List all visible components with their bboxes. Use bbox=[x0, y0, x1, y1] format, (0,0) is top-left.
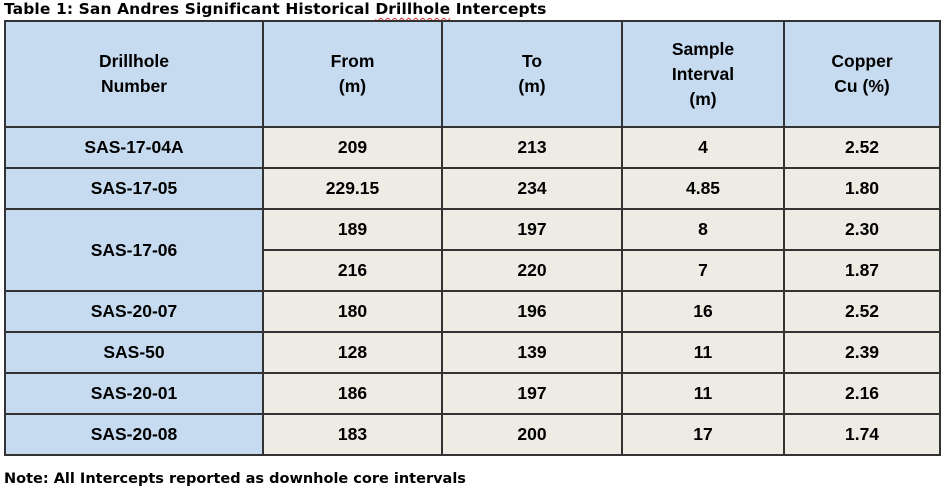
interval-cell: 8 bbox=[621, 208, 785, 251]
copper-cell: 2.52 bbox=[783, 126, 941, 169]
to-cell: 139 bbox=[441, 331, 623, 374]
column-header-line: (m) bbox=[689, 88, 717, 109]
from-cell: 186 bbox=[262, 372, 443, 415]
table-title-text: Table 1: San Andres Significant Historic… bbox=[4, 0, 376, 18]
column-header-line: Interval bbox=[671, 63, 735, 84]
interval-cell: 17 bbox=[621, 413, 785, 456]
table-row: SAS-50 128 139 11 2.39 bbox=[4, 331, 941, 374]
table-row: SAS-17-06 189 197 8 2.30 bbox=[4, 208, 941, 292]
table-title: Table 1: San Andres Significant Historic… bbox=[4, 0, 547, 19]
copper-cell: 2.30 bbox=[783, 208, 941, 251]
column-header-to: To (m) bbox=[441, 20, 623, 128]
drillhole-cell: SAS-17-04A bbox=[4, 126, 264, 169]
drillhole-cell: SAS-17-05 bbox=[4, 167, 264, 210]
header-row: Drillhole Number From (m) To (m) Sample … bbox=[4, 20, 941, 128]
table-row: 216 220 7 1.87 bbox=[5, 249, 941, 292]
column-header-line: Copper bbox=[831, 51, 893, 71]
column-header-line: Sample bbox=[671, 38, 735, 59]
to-cell: 197 bbox=[441, 208, 623, 251]
interval-cell: 16 bbox=[621, 290, 785, 333]
column-header-from: From (m) bbox=[262, 20, 443, 128]
table-row: SAS-20-01 186 197 11 2.16 bbox=[4, 372, 941, 415]
from-cell: 216 bbox=[262, 249, 443, 292]
from-cell: 128 bbox=[262, 331, 443, 374]
from-cell: 209 bbox=[262, 126, 443, 169]
column-header-drillhole-number: Drillhole Number bbox=[4, 20, 264, 128]
column-header-line: Number bbox=[100, 76, 168, 96]
to-cell: 200 bbox=[441, 413, 623, 456]
table-header: Drillhole Number From (m) To (m) Sample … bbox=[4, 20, 941, 128]
drillhole-cell: SAS-20-07 bbox=[4, 290, 264, 333]
interval-cell: 4.85 bbox=[621, 167, 785, 210]
column-header-line: (m) bbox=[338, 76, 367, 96]
to-cell: 213 bbox=[441, 126, 623, 169]
drillhole-cell: SAS-17-06 bbox=[4, 208, 264, 292]
copper-cell: 1.74 bbox=[783, 413, 941, 456]
to-cell: 234 bbox=[441, 167, 623, 210]
intercepts-table: Drillhole Number From (m) To (m) Sample … bbox=[4, 20, 941, 456]
to-cell: 196 bbox=[441, 290, 623, 333]
copper-cell: 1.87 bbox=[783, 249, 941, 292]
column-header-line: (m) bbox=[518, 76, 546, 96]
table-row: SAS-17-05 229.15 234 4.85 1.80 bbox=[4, 167, 941, 210]
column-header-line: From bbox=[330, 51, 375, 71]
drillhole-cell: SAS-50 bbox=[4, 331, 264, 374]
table-row: SAS-20-07 180 196 16 2.52 bbox=[4, 290, 941, 333]
table-body: SAS-17-04A 209 213 4 2.52 SAS-17-05 229.… bbox=[4, 126, 941, 456]
column-header-line: To bbox=[521, 51, 543, 71]
to-cell: 220 bbox=[441, 249, 623, 292]
interval-cell: 11 bbox=[621, 331, 785, 374]
interval-cell: 7 bbox=[621, 249, 785, 292]
column-header-copper: Copper Cu (%) bbox=[783, 20, 941, 128]
table-title-flagged-word: Drillhole bbox=[375, 0, 451, 18]
from-cell: 183 bbox=[262, 413, 443, 456]
from-cell: 229.15 bbox=[262, 167, 443, 210]
column-header-sample-interval: Sample Interval (m) bbox=[621, 20, 785, 128]
table-row: SAS-17-04A 209 213 4 2.52 bbox=[4, 126, 941, 169]
table-title-text-end: Intercepts bbox=[450, 0, 547, 18]
table-row: SAS-20-08 183 200 17 1.74 bbox=[4, 413, 941, 456]
copper-cell: 2.39 bbox=[783, 331, 941, 374]
copper-cell: 2.52 bbox=[783, 290, 941, 333]
drillhole-cell: SAS-20-08 bbox=[4, 413, 264, 456]
table-note: Note: All Intercepts reported as downhol… bbox=[4, 471, 466, 487]
column-header-line: Cu (%) bbox=[834, 76, 890, 96]
interval-cell: 11 bbox=[621, 372, 785, 415]
from-cell: 180 bbox=[262, 290, 443, 333]
interval-cell: 4 bbox=[621, 126, 785, 169]
drillhole-cell: SAS-20-01 bbox=[4, 372, 264, 415]
to-cell: 197 bbox=[441, 372, 623, 415]
copper-cell: 2.16 bbox=[783, 372, 941, 415]
copper-cell: 1.80 bbox=[783, 167, 941, 210]
column-header-line: Drillhole bbox=[98, 51, 169, 71]
from-cell: 189 bbox=[262, 208, 443, 251]
